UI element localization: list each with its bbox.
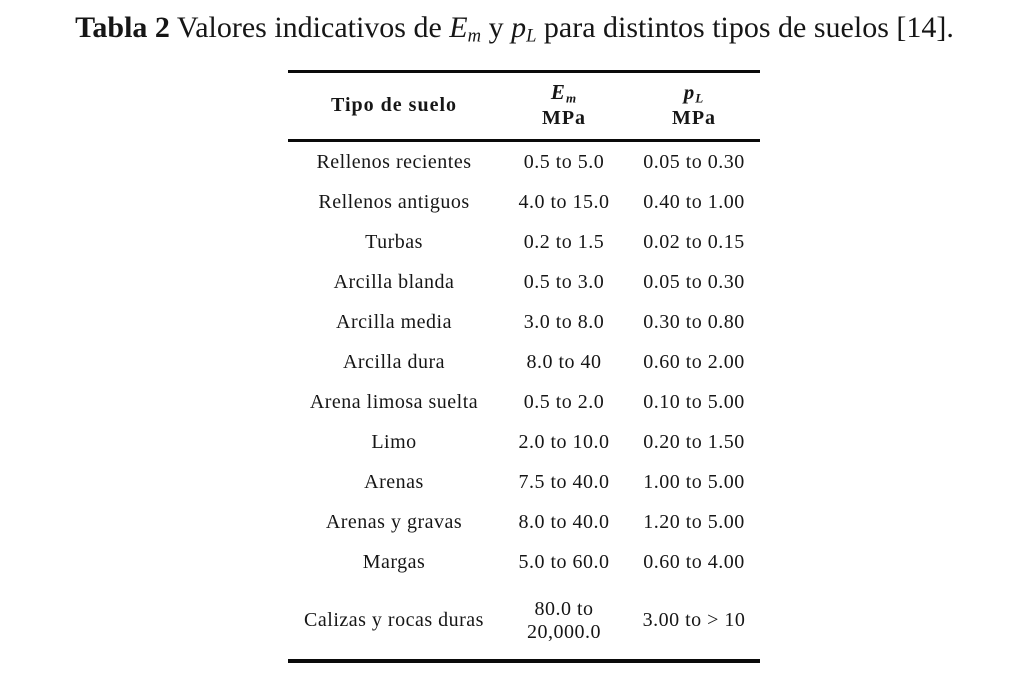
cell-tipo: Calizas y rocas duras (304, 609, 484, 631)
caption-text-between: y (481, 11, 512, 44)
table-row: Arcilla media 3.0 to 8.0 0.30 to 0.80 (288, 302, 760, 342)
cell-pl: 0.40 to 1.00 (643, 190, 745, 213)
cell-em: 8.0 to 40 (526, 350, 602, 373)
cell-tipo: Turbas (365, 230, 423, 253)
cell-tipo: Arcilla blanda (333, 270, 455, 293)
cell-tipo: Arcilla media (336, 310, 452, 333)
cell-em: 3.0 to 8.0 (523, 310, 605, 333)
cell-tipo: Arenas y gravas (325, 510, 463, 533)
header-em-unit: MPa (541, 106, 587, 129)
cell-pl: 0.20 to 1.50 (643, 430, 745, 453)
table-row: Arcilla blanda 0.5 to 3.0 0.05 to 0.30 (288, 262, 760, 302)
cell-pl: 0.05 to 0.30 (643, 270, 745, 293)
cell-em: 5.0 to 60.0 (518, 550, 610, 573)
cell-em: 0.5 to 2.0 (523, 390, 605, 413)
cell-tipo: Arenas (364, 470, 424, 493)
cell-em: 0.5 to 5.0 (523, 150, 605, 173)
table-row: Arena limosa suelta 0.5 to 2.0 0.10 to 5… (288, 382, 760, 422)
header-pl-symbol: pL (683, 80, 705, 106)
table-row: Arenas 7.5 to 40.0 1.00 to 5.00 (288, 462, 760, 502)
cell-pl: 0.05 to 0.30 (643, 150, 745, 173)
table-row: Limo 2.0 to 10.0 0.20 to 1.50 (288, 422, 760, 462)
cell-pl: 1.00 to 5.00 (643, 470, 745, 493)
table-row: Rellenos antiguos 4.0 to 15.0 0.40 to 1.… (288, 182, 760, 222)
soil-table-container: Tipo de suelo Em MPa pL MPa Rellenos rec… (288, 70, 760, 663)
header-tipo-de-suelo: Tipo de suelo (288, 71, 500, 142)
table-row: Turbas 0.2 to 1.5 0.02 to 0.15 (288, 222, 760, 262)
cell-pl: 0.10 to 5.00 (643, 390, 745, 413)
header-row: Tipo de suelo Em MPa pL MPa (288, 71, 760, 142)
cell-em: 8.0 to 40.0 (518, 510, 610, 533)
pl-symbol: pL (511, 11, 537, 47)
caption-text-before: Valores indicativos de (169, 11, 450, 44)
header-pl-unit: MPa (671, 106, 717, 129)
cell-em: 0.5 to 3.0 (523, 270, 605, 293)
cell-pl: 0.60 to 4.00 (643, 550, 745, 573)
table-row: Rellenos recientes 0.5 to 5.0 0.05 to 0.… (288, 141, 760, 183)
table-row: Margas 5.0 to 60.0 0.60 to 4.00 (288, 542, 760, 582)
caption-label: Tabla 2 (75, 11, 170, 44)
em-symbol: Em (449, 11, 482, 47)
cell-tipo: Limo (371, 430, 417, 453)
cell-tipo: Arena limosa suelta (309, 390, 479, 413)
caption-text-after: para distintos tipos de suelos [14]. (536, 11, 954, 44)
cell-pl: 0.30 to 0.80 (643, 310, 745, 333)
table-row: Arenas y gravas 8.0 to 40.0 1.20 to 5.00 (288, 502, 760, 542)
cell-em: 0.2 to 1.5 (523, 230, 605, 253)
cell-pl: 3.00 to > 10 (642, 609, 746, 631)
table-row: Arcilla dura 8.0 to 40 0.60 to 2.00 (288, 342, 760, 382)
cell-tipo: Rellenos recientes (316, 150, 472, 173)
header-pl: pL MPa (628, 71, 760, 142)
cell-pl: 0.60 to 2.00 (643, 350, 745, 373)
cell-pl: 0.02 to 0.15 (643, 230, 745, 253)
cell-tipo: Arcilla dura (342, 350, 446, 373)
cell-em: 80.0 to 20,000.0 (527, 597, 601, 643)
cell-tipo: Rellenos antiguos (318, 190, 470, 213)
table-row: Calizas y rocas duras 80.0 to 20,000.0 3… (288, 582, 760, 661)
cell-em: 4.0 to 15.0 (518, 190, 610, 213)
cell-em: 2.0 to 10.0 (518, 430, 610, 453)
cell-em: 7.5 to 40.0 (518, 470, 610, 493)
table-caption: Tabla 2 Valores indicativos de Em y pL p… (0, 11, 1029, 46)
soil-table: Tipo de suelo Em MPa pL MPa Rellenos rec… (288, 70, 760, 663)
cell-tipo: Margas (362, 550, 426, 573)
header-em: Em MPa (500, 71, 628, 142)
header-em-symbol: Em (550, 80, 578, 106)
cell-pl: 1.20 to 5.00 (643, 510, 745, 533)
